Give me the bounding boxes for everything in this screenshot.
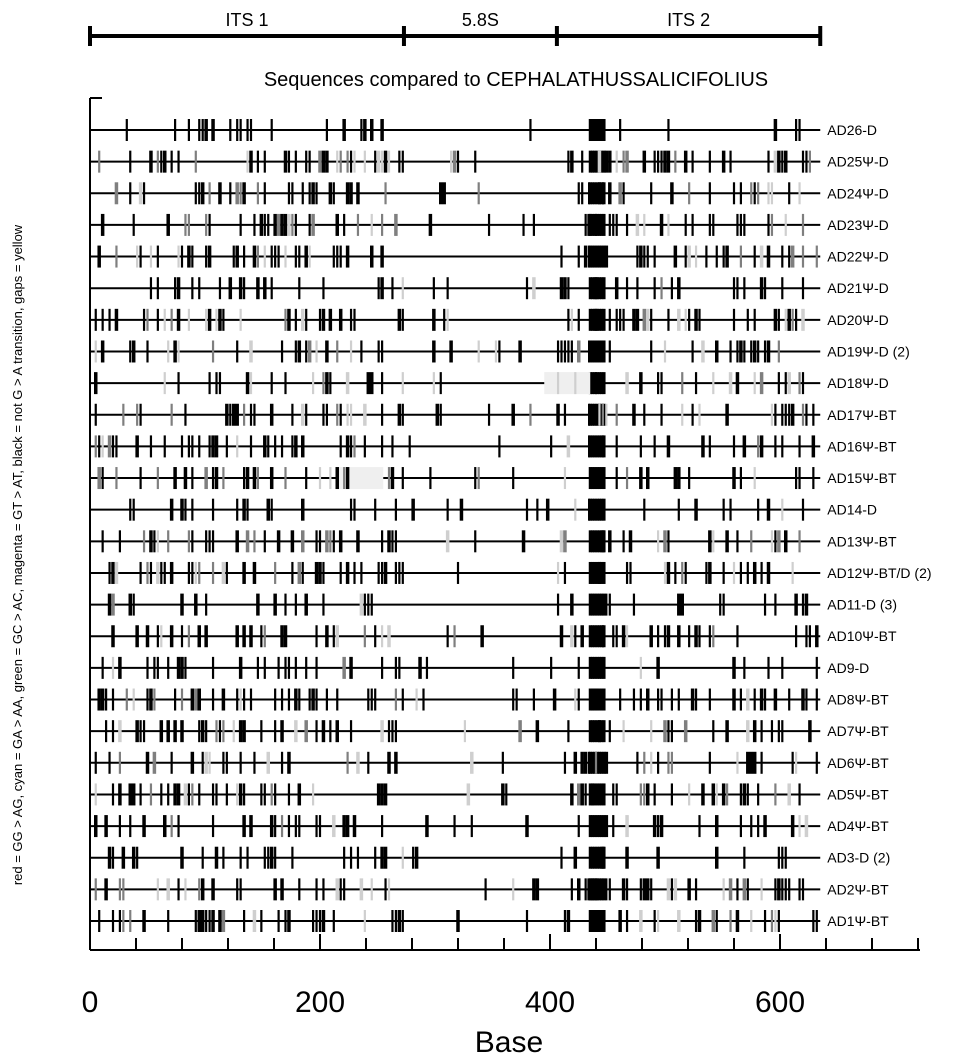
- sequence-rows: AD26-D AD25Ψ-D AD24Ψ-D AD23Ψ-D AD22Ψ-D AD21Ψ-…: [90, 119, 932, 932]
- x-tick-label: 0: [82, 986, 99, 1019]
- row-label: AD26-D: [827, 122, 877, 138]
- row-label: AD2Ψ-BT: [827, 881, 889, 897]
- sequence-row: AD15Ψ-BT: [90, 467, 897, 490]
- row-label: AD14-D: [827, 502, 877, 518]
- row-label: AD10Ψ-BT: [827, 628, 897, 644]
- x-tick-label: 200: [295, 986, 345, 1019]
- row-label: AD20Ψ-D: [827, 312, 889, 328]
- row-label: AD17Ψ-BT: [827, 407, 897, 423]
- sequence-row: AD10Ψ-BT: [90, 625, 897, 648]
- x-tick-label: 600: [755, 986, 805, 1019]
- row-label: AD7Ψ-BT: [827, 723, 889, 739]
- sequence-row: AD19Ψ-D (2): [90, 340, 910, 363]
- sequence-row: AD3-D (2): [90, 846, 890, 869]
- row-label: AD23Ψ-D: [827, 217, 889, 233]
- sequence-row: AD17Ψ-BT: [90, 403, 897, 426]
- sequence-row: AD2Ψ-BT: [90, 878, 889, 901]
- sequence-row: AD26-D: [90, 119, 877, 141]
- sequence-row: AD24Ψ-D: [90, 182, 889, 205]
- region-label: ITS 1: [225, 10, 268, 30]
- row-label: AD15Ψ-BT: [827, 470, 897, 486]
- row-label: AD4Ψ-BT: [827, 818, 889, 834]
- x-axis-label: Base: [475, 1026, 543, 1057]
- row-label: AD5Ψ-BT: [827, 786, 889, 802]
- row-label: AD12Ψ-BT/D (2): [827, 565, 931, 581]
- sequence-row: AD18Ψ-D: [90, 372, 889, 395]
- sequence-row: AD23Ψ-D: [90, 213, 889, 236]
- y-axis-label: red = GG > AG, cyan = GA > AA, green = G…: [10, 224, 25, 885]
- sequence-row: AD5Ψ-BT: [90, 783, 889, 806]
- x-tick-label: 400: [525, 986, 575, 1019]
- region-label: ITS 2: [667, 10, 710, 30]
- sequence-row: AD22Ψ-D: [90, 245, 889, 268]
- row-label: AD21Ψ-D: [827, 280, 889, 296]
- row-label: AD8Ψ-BT: [827, 692, 889, 708]
- chart-title: Sequences compared to CEPHALATHUSSALICIF…: [264, 69, 768, 91]
- sequence-row: AD8Ψ-BT: [90, 688, 889, 711]
- region-bar: ITS 1 5.8S ITS 2: [88, 10, 823, 46]
- row-label: AD13Ψ-BT: [827, 533, 897, 549]
- sequence-row: AD21Ψ-D: [90, 277, 889, 300]
- sequence-row: AD13Ψ-BT: [90, 530, 897, 553]
- row-label: AD22Ψ-D: [827, 249, 889, 265]
- sequence-row: AD9-D: [90, 656, 869, 679]
- row-label: AD1Ψ-BT: [827, 913, 889, 929]
- row-label: AD9-D: [827, 660, 869, 676]
- row-label: AD24Ψ-D: [827, 185, 889, 201]
- sequence-row: AD25Ψ-D: [90, 150, 889, 173]
- row-label: AD18Ψ-D: [827, 375, 889, 391]
- sequence-row: AD16Ψ-BT: [90, 435, 897, 458]
- region-label: 5.8S: [462, 10, 499, 30]
- row-label: AD11-D (3): [827, 597, 897, 613]
- sequence-row: AD20Ψ-D: [90, 308, 889, 331]
- sequence-row: AD12Ψ-BT/D (2): [90, 561, 932, 584]
- x-axis: 0 200 400 600: [82, 97, 920, 1019]
- gap-block: [544, 372, 591, 395]
- row-label: AD19Ψ-D (2): [827, 343, 910, 359]
- sequence-row: AD4Ψ-BT: [90, 815, 889, 838]
- row-label: AD16Ψ-BT: [827, 438, 897, 454]
- row-label: AD3-D (2): [827, 850, 890, 866]
- sequence-row: AD6Ψ-BT: [90, 751, 889, 774]
- sequence-row: AD14-D: [90, 498, 877, 521]
- row-label: AD25Ψ-D: [827, 154, 889, 170]
- row-label: AD6Ψ-BT: [827, 755, 889, 771]
- sequence-row: AD1Ψ-BT: [90, 910, 889, 932]
- sequence-row: AD7Ψ-BT: [90, 720, 889, 743]
- sequence-row: AD11-D (3): [90, 593, 897, 616]
